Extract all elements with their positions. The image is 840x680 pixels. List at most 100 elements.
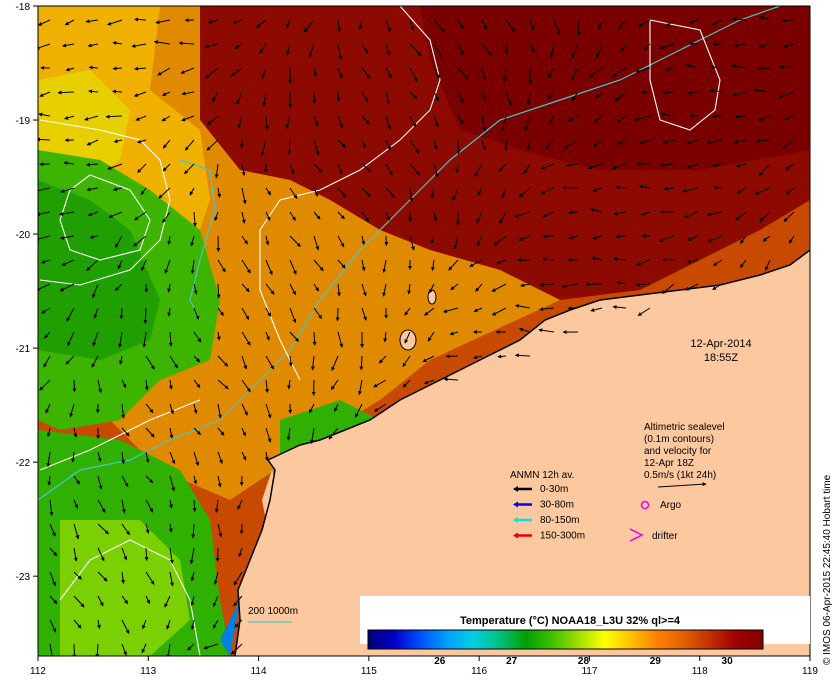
lon-tick-label: 119 — [802, 666, 818, 677]
velocity-arrow — [241, 379, 251, 393]
velocity-arrow — [540, 187, 555, 195]
velocity-arrow — [164, 595, 171, 608]
argo-legend: Argo — [640, 500, 682, 511]
velocity-arrow — [457, 19, 464, 29]
velocity-arrow — [162, 163, 171, 172]
velocity-arrow — [145, 427, 155, 438]
velocity-arrow — [595, 91, 603, 98]
velocity-arrow — [264, 115, 269, 131]
velocity-arrow — [97, 475, 103, 490]
velocity-arrow — [731, 64, 747, 69]
velocity-arrow — [88, 65, 99, 70]
velocity-arrow — [473, 307, 483, 312]
velocity-arrow — [448, 259, 459, 271]
velocity-arrow — [567, 115, 579, 122]
velocity-arrow — [97, 571, 108, 582]
velocity-arrow — [442, 307, 459, 314]
velocity-arrow — [241, 355, 248, 370]
velocity-arrow — [117, 259, 123, 270]
velocity-arrow — [564, 139, 579, 149]
velocity-arrow — [97, 547, 105, 562]
velocity-arrow — [190, 595, 195, 607]
velocity-arrow — [241, 403, 248, 416]
velocity-arrow — [60, 187, 75, 194]
velocity-arrow — [430, 235, 435, 245]
velocity-arrow — [481, 115, 487, 132]
velocity-arrow — [593, 115, 603, 123]
velocity-arrow — [193, 283, 198, 295]
anmn-title: ANMN 12h av. — [510, 470, 574, 481]
velocity-arrow — [184, 163, 195, 175]
land-mass — [235, 250, 810, 656]
velocity-arrow — [141, 643, 147, 654]
velocity-arrow — [62, 43, 75, 48]
velocity-arrow — [142, 331, 147, 348]
velocity-arrow — [134, 66, 147, 71]
velocity-arrow — [214, 499, 219, 513]
velocity-arrow — [455, 163, 460, 174]
velocity-arrow — [85, 19, 99, 24]
velocity-arrow — [286, 427, 291, 441]
velocity-arrow — [190, 259, 195, 275]
velocity-arrow — [433, 19, 445, 33]
velocity-arrow — [661, 283, 675, 294]
velocity-arrow — [237, 115, 243, 129]
velocity-arrow — [206, 139, 219, 151]
velocity-arrow — [378, 355, 387, 364]
velocity-arrow — [192, 211, 197, 227]
velocity-arrow — [783, 43, 795, 48]
velocity-arrow — [93, 307, 99, 319]
velocity-arrow — [659, 43, 675, 50]
velocity-arrow — [121, 619, 130, 634]
colorbar-tick-label: 29 — [650, 656, 662, 667]
velocity-arrow — [587, 163, 603, 170]
velocity-arrow — [121, 523, 130, 536]
velocity-arrow — [361, 187, 371, 197]
velocity-arrow — [665, 67, 675, 72]
anmn-label: 150-300m — [540, 531, 585, 542]
velocity-arrow — [385, 211, 391, 221]
velocity-arrow — [157, 67, 171, 76]
velocity-arrow — [107, 163, 123, 170]
anmn-swatch-head — [513, 486, 518, 492]
lat-tick-label: -22 — [16, 458, 31, 469]
velocity-arrow — [475, 283, 483, 292]
velocity-arrow — [409, 235, 415, 251]
velocity-arrow — [634, 115, 651, 122]
velocity-arrow — [433, 43, 443, 58]
velocity-arrow — [136, 139, 147, 144]
velocity-arrow — [759, 15, 771, 21]
velocity-arrow — [310, 355, 315, 371]
velocity-arrow — [591, 256, 603, 261]
velocity-arrow — [187, 643, 195, 651]
velocity-arrow — [121, 595, 129, 605]
velocity-arrow — [190, 235, 195, 247]
velocity-arrow — [289, 187, 298, 199]
velocity-arrow — [313, 283, 320, 292]
velocity-arrow — [265, 355, 275, 370]
velocity-arrow — [782, 139, 795, 149]
velocity-arrow — [263, 163, 268, 174]
velocity-arrow — [385, 187, 395, 198]
anmn-swatch-head — [513, 501, 518, 508]
velocity-arrow — [287, 379, 292, 390]
velocity-arrow — [167, 283, 172, 293]
velocity-arrow — [529, 43, 535, 53]
velocity-arrow — [358, 19, 363, 30]
colorbar-gradient — [367, 629, 764, 650]
velocity-arrow — [547, 67, 555, 79]
velocity-arrow — [764, 259, 771, 271]
velocity-arrow — [373, 379, 387, 388]
velocity-arrow — [265, 259, 273, 276]
velocity-arrow — [404, 307, 411, 316]
velocity-arrow — [452, 187, 459, 201]
velocity-arrow — [145, 403, 154, 414]
velocity-arrow — [361, 139, 367, 149]
velocity-arrow — [361, 283, 367, 297]
velocity-arrow — [135, 115, 147, 121]
velocity-arrow — [91, 355, 99, 368]
velocity-arrow — [337, 187, 347, 198]
velocity-arrow — [310, 427, 315, 444]
velocity-arrow — [166, 619, 171, 630]
velocity-arrow — [63, 161, 75, 166]
